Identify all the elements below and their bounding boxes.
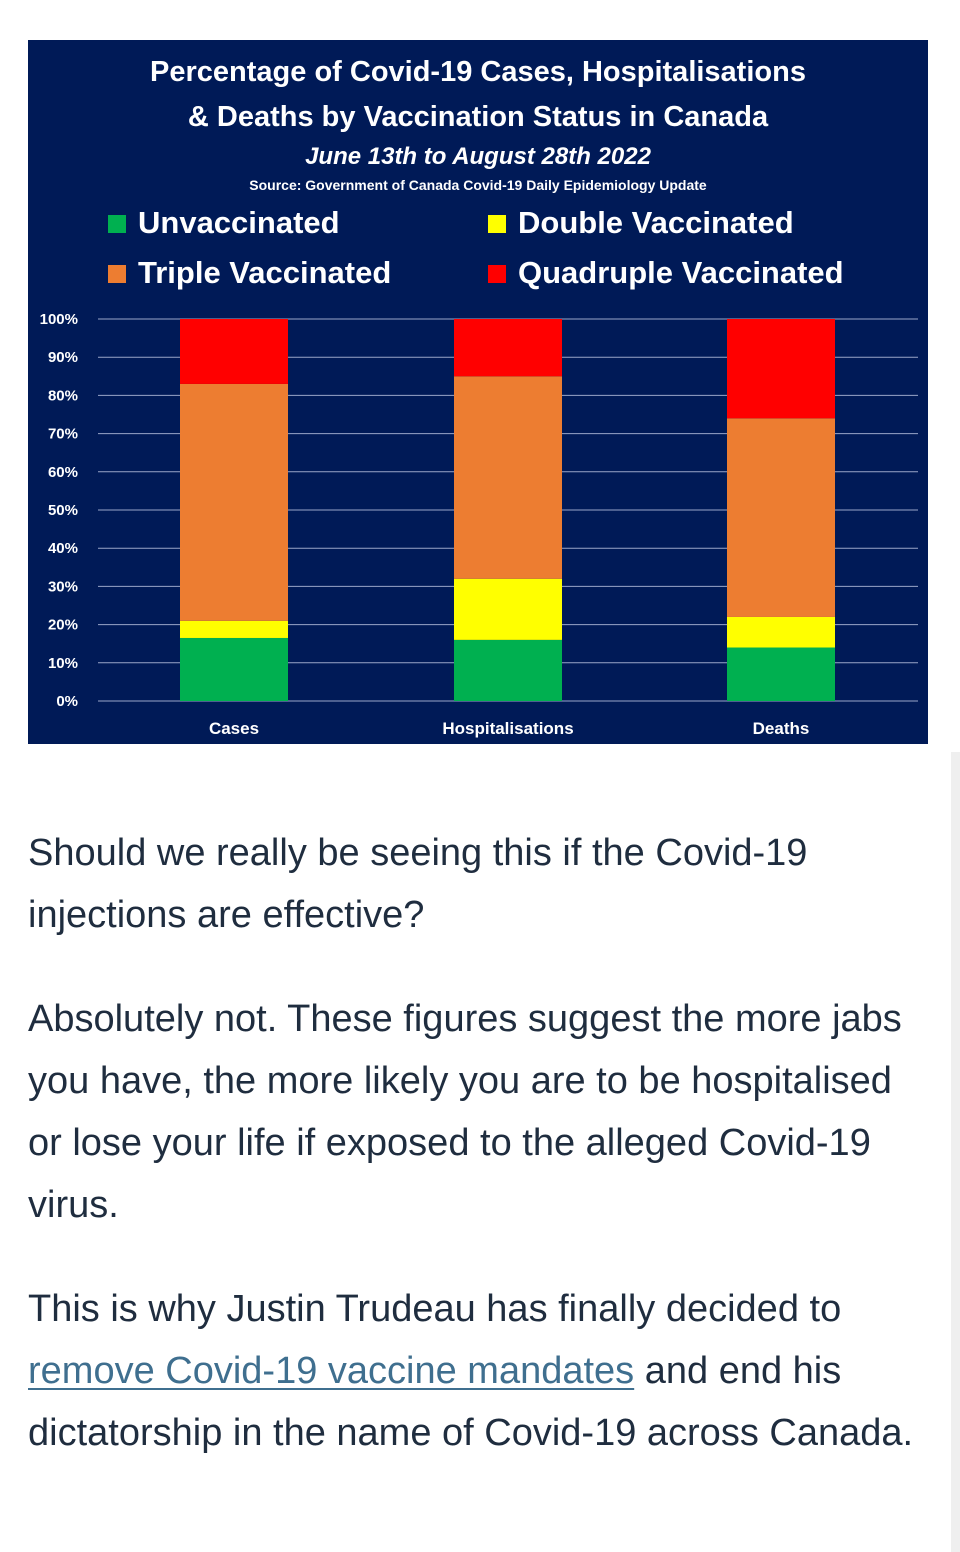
- article-body: Should we really be seeing this if the C…: [28, 822, 933, 1506]
- chart-bars: [180, 319, 835, 701]
- bar-hospitalisations-double-vaccinated: [454, 578, 562, 640]
- legend-swatch-double-vaccinated: [488, 215, 506, 233]
- bar-cases-double-vaccinated: [180, 620, 288, 638]
- y-tick-label: 0%: [56, 693, 78, 710]
- chart-subtitle: June 13th to August 28th 2022: [305, 143, 652, 170]
- y-tick-label: 20%: [48, 617, 78, 634]
- legend-swatch-quadruple-vaccinated: [488, 265, 506, 283]
- bar-cases-unvaccinated: [180, 637, 288, 701]
- y-tick-label: 80%: [48, 387, 78, 404]
- y-tick-label: 70%: [48, 426, 78, 443]
- article-paragraph-3: This is why Justin Trudeau has finally d…: [28, 1278, 933, 1464]
- legend-swatch-unvaccinated: [108, 215, 126, 233]
- legend-label-double-vaccinated: Double Vaccinated: [518, 205, 794, 240]
- bar-deaths-triple-vaccinated: [727, 418, 835, 617]
- legend-swatch-triple-vaccinated: [108, 265, 126, 283]
- legend-label-unvaccinated: Unvaccinated: [138, 205, 340, 240]
- paragraph-text: This is why Justin Trudeau has finally d…: [28, 1288, 842, 1330]
- y-tick-label: 100%: [40, 311, 78, 328]
- chart-title-line2: & Deaths by Vaccination Status in Canada: [188, 101, 769, 133]
- article-paragraph-1: Should we really be seeing this if the C…: [28, 832, 808, 936]
- chart-source: Source: Government of Canada Covid-19 Da…: [249, 177, 707, 193]
- bar-cases-triple-vaccinated: [180, 383, 288, 621]
- y-tick-label: 90%: [48, 349, 78, 366]
- vaccine-mandates-link[interactable]: remove Covid-19 vaccine mandates: [28, 1350, 635, 1392]
- bar-hospitalisations-unvaccinated: [454, 639, 562, 701]
- stacked-bar-chart: Percentage of Covid-19 Cases, Hospitalis…: [40, 56, 918, 738]
- bar-deaths-quadruple-vaccinated: [727, 319, 835, 419]
- bar-hospitalisations-quadruple-vaccinated: [454, 319, 562, 377]
- chart-image: Percentage of Covid-19 Cases, Hospitalis…: [28, 40, 928, 744]
- x-tick-label: Hospitalisations: [442, 719, 573, 738]
- bar-deaths-unvaccinated: [727, 647, 835, 701]
- y-tick-label: 10%: [48, 655, 78, 672]
- chart-legend: Unvaccinated Double Vaccinated Triple Vacc…: [108, 205, 844, 290]
- x-tick-label: Cases: [209, 719, 259, 738]
- legend-label-quadruple-vaccinated: Quadruple Vaccinated: [518, 255, 844, 290]
- article-paragraph-2: Absolutely not. These figures suggest th…: [28, 998, 902, 1226]
- bar-cases-quadruple-vaccinated: [180, 319, 288, 384]
- y-tick-label: 50%: [48, 502, 78, 519]
- paragraph-text: and end his dictatorship in the name of …: [28, 1350, 914, 1454]
- x-tick-label: Deaths: [753, 719, 810, 738]
- y-tick-label: 60%: [48, 464, 78, 481]
- bar-hospitalisations-triple-vaccinated: [454, 376, 562, 579]
- scrollbar-track[interactable]: [951, 752, 960, 1552]
- y-tick-label: 40%: [48, 540, 78, 557]
- chart-x-labels: Cases Hospitalisations Deaths: [209, 719, 809, 738]
- bar-deaths-double-vaccinated: [727, 616, 835, 648]
- legend-label-triple-vaccinated: Triple Vaccinated: [138, 255, 391, 290]
- chart-title-line1: Percentage of Covid-19 Cases, Hospitalis…: [150, 56, 806, 88]
- y-tick-label: 30%: [48, 578, 78, 595]
